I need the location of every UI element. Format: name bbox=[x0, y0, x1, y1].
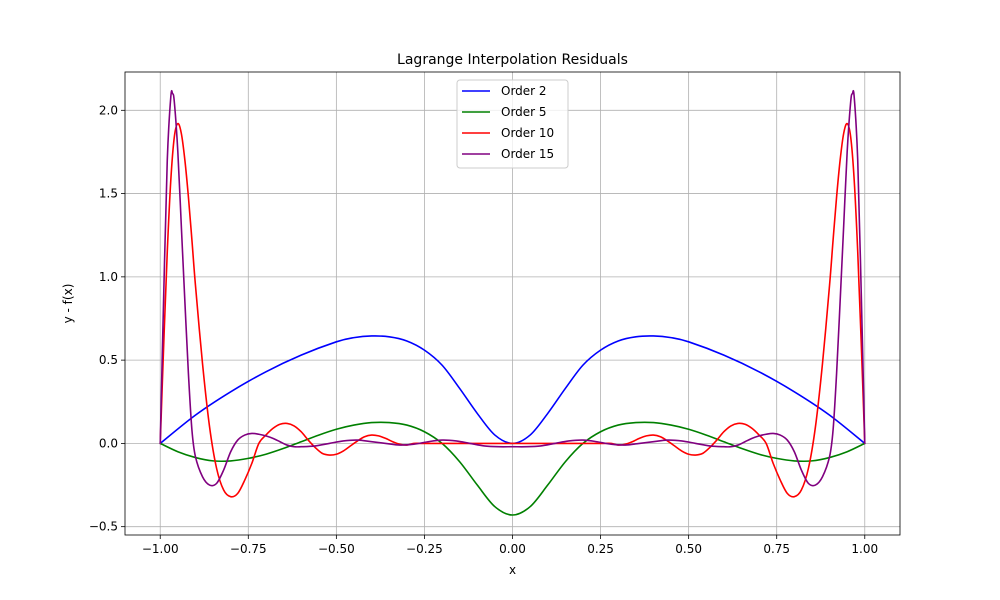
x-tick-label: 1.00 bbox=[851, 542, 878, 556]
y-tick-label: −0.5 bbox=[89, 520, 118, 534]
y-tick-label: 0.0 bbox=[99, 436, 118, 450]
x-tick-label: −1.00 bbox=[142, 542, 179, 556]
legend-label: Order 15 bbox=[501, 147, 554, 161]
legend: Order 2 Order 5 Order 10 Order 15 bbox=[456, 79, 569, 169]
x-tick-label: −0.50 bbox=[318, 542, 355, 556]
x-tick-label: 0.75 bbox=[763, 542, 790, 556]
legend-label: Order 2 bbox=[501, 84, 547, 98]
series-line-order-5 bbox=[159, 421, 866, 516]
legend-label: Order 10 bbox=[501, 126, 554, 140]
legend-box bbox=[456, 79, 569, 169]
series-lines bbox=[159, 90, 866, 516]
x-axis-label: x bbox=[509, 563, 516, 577]
x-tick-label: −0.25 bbox=[406, 542, 443, 556]
y-tick-label: 1.0 bbox=[99, 270, 118, 284]
y-tick-label: 2.0 bbox=[99, 103, 118, 117]
y-tick-label: 1.5 bbox=[99, 187, 118, 201]
series-line-order-15 bbox=[159, 90, 866, 487]
series-line-order-10 bbox=[159, 122, 866, 498]
x-tick-label: −0.75 bbox=[230, 542, 267, 556]
x-tick-label: 0.50 bbox=[675, 542, 702, 556]
y-tick-label: 0.5 bbox=[99, 353, 118, 367]
chart-title: Lagrange Interpolation Residuals bbox=[397, 52, 628, 68]
y-axis-label: y - f(x) bbox=[61, 284, 75, 324]
x-tick-label: 0.00 bbox=[499, 542, 526, 556]
x-tick-label: 0.25 bbox=[587, 542, 614, 556]
legend-label: Order 5 bbox=[501, 105, 547, 119]
ticks: −1.00 −0.75 −0.50 −0.25 0.00 0.25 0.50 0.75 1.00… bbox=[89, 103, 878, 556]
